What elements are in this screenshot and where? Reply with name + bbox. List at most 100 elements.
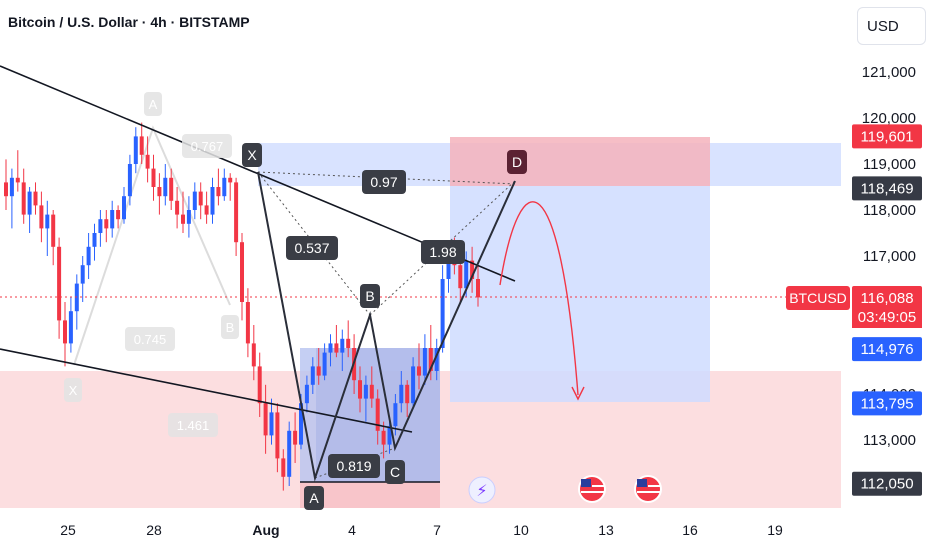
x-tick-label: Aug — [252, 522, 279, 538]
x-tick-label: 13 — [598, 522, 614, 538]
y-tick-label: 113,000 — [863, 432, 916, 449]
countdown-tag-bg — [852, 306, 922, 328]
price-tag-label: 119,601 — [860, 128, 913, 145]
currency-button[interactable]: USD — [857, 7, 926, 45]
candle-body — [411, 366, 416, 404]
candle-body — [387, 426, 392, 445]
candle-body — [257, 366, 262, 404]
candle-body — [440, 279, 445, 348]
candle-body — [405, 384, 410, 404]
x-tick-label: 28 — [146, 522, 162, 538]
x-tick-label: 7 — [433, 522, 441, 538]
candle-body — [393, 403, 398, 427]
candle-body — [116, 210, 121, 220]
price-tag-bg — [852, 124, 922, 149]
ghost-ratio-bg — [182, 134, 232, 158]
candle-body — [340, 338, 345, 353]
price-tag-bg — [852, 176, 922, 201]
candle-body — [80, 265, 85, 284]
projection-arrowhead — [571, 386, 585, 401]
ghost-point-bg — [144, 92, 162, 116]
ratio-bg — [421, 240, 465, 264]
ghost-ratio-label: 0.745 — [134, 332, 167, 347]
pattern-point-label: X — [247, 147, 257, 163]
candle-body — [470, 260, 475, 279]
candle-body — [363, 384, 368, 399]
projection-arc — [499, 201, 579, 396]
candle-body — [210, 187, 215, 215]
pattern-point-bg — [242, 143, 262, 167]
candle-body — [110, 210, 115, 229]
ghost-point-label: B — [226, 320, 235, 335]
candle-body — [399, 384, 404, 404]
pattern-point-label: B — [365, 288, 374, 304]
candle-body — [328, 343, 333, 353]
candle-body — [299, 403, 303, 445]
candle-body — [434, 348, 439, 371]
candle-body — [381, 430, 386, 445]
candle-body — [21, 182, 26, 215]
trade-zones — [0, 137, 841, 508]
ratio-bg — [362, 170, 406, 194]
pattern-point-bg — [360, 284, 380, 308]
lightning-icon[interactable] — [468, 476, 496, 504]
candle-body — [446, 251, 451, 279]
candle-body — [304, 384, 309, 404]
candle-body — [316, 366, 321, 376]
candle-body — [310, 366, 315, 385]
candle-body — [245, 302, 250, 344]
ratio-label: 0.537 — [294, 240, 329, 256]
x-tick-label: 10 — [513, 522, 529, 538]
candle-body — [228, 177, 233, 183]
candle-body — [192, 191, 197, 210]
ghost-point-label: A — [149, 97, 158, 112]
event-icons[interactable]: ⚡ — [468, 475, 662, 504]
ratio-label: 0.819 — [336, 458, 371, 474]
candle-body — [334, 343, 339, 353]
ghost-point-bg — [221, 315, 239, 339]
y-tick-label: 119,000 — [863, 156, 916, 173]
pattern-point-label: C — [390, 464, 400, 480]
ghost-point-bg — [64, 378, 82, 402]
x-axis: 25 28 Aug 4 7 10 13 16 19 — [60, 522, 783, 538]
x-tick-label: 16 — [682, 522, 698, 538]
candle-body — [240, 242, 244, 302]
symbol-tag-label: BTCUSD — [789, 290, 847, 306]
candle-body — [104, 219, 109, 229]
candle-body — [68, 311, 73, 344]
candle-body — [122, 196, 126, 220]
candle-body — [127, 164, 132, 197]
candle-body — [15, 177, 20, 183]
candle-body — [175, 200, 180, 215]
candle-body — [186, 210, 191, 224]
candle-body — [157, 187, 162, 197]
candle-body — [57, 246, 62, 321]
candle-body — [33, 191, 38, 206]
candle-body — [163, 177, 168, 197]
ghost-ratio-label: 1.461 — [177, 418, 210, 433]
candle-body — [346, 338, 351, 348]
candle-body — [204, 205, 209, 215]
y-tick-label: 117,000 — [863, 248, 916, 265]
price-tag-bg — [852, 337, 922, 362]
candle-body — [145, 154, 150, 169]
price-tag-label: 112,050 — [860, 476, 913, 493]
candle-body — [375, 398, 380, 431]
candle-body — [45, 214, 50, 229]
chart-title: Bitcoin / U.S. Dollar · 4h · BITSTAMP — [8, 14, 250, 30]
candle-body — [476, 279, 480, 298]
price-tag-label: 03:49:05 — [858, 309, 916, 326]
ratio-bg — [328, 454, 380, 478]
candle-body — [39, 205, 44, 229]
candle-body — [51, 214, 56, 247]
price-tag-bg — [852, 391, 922, 416]
candle-body — [458, 265, 463, 289]
pattern-labels: X A B C D 0.537 0.819 1.98 0.97 X A B 0.767 0.745 1.46… — [64, 92, 527, 510]
candle-body — [169, 177, 174, 201]
y-tick-label: 121,000 — [862, 64, 916, 81]
ghost-pattern — [73, 125, 231, 366]
xabcd-pattern — [257, 171, 516, 482]
candle-body — [27, 191, 32, 215]
pattern-point-bg — [385, 460, 405, 484]
